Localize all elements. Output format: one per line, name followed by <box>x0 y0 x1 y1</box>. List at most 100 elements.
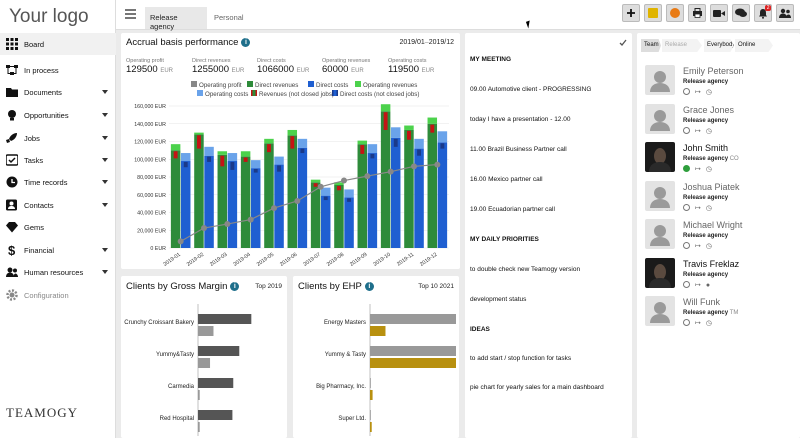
video-camera-icon <box>713 9 725 17</box>
person-status-icons: ↦ ◷ <box>683 126 712 135</box>
person-card[interactable]: Travis Freklaz Release agency ↦ ● <box>645 257 795 306</box>
bar-direct-revenues <box>217 154 228 248</box>
person-card[interactable]: Joshua Piatek Release agency ↦ ◷ <box>645 180 795 229</box>
chevron-down-icon[interactable] <box>102 113 108 117</box>
info-icon[interactable]: i <box>230 282 240 291</box>
clock-icon[interactable]: ◷ <box>705 166 712 173</box>
y-tick-label: 120,000 EUR <box>134 140 166 146</box>
tab-personal[interactable]: Personal <box>214 13 244 22</box>
sidebar-item-opportunities[interactable]: Opportunities <box>0 104 116 126</box>
share-icon[interactable]: ↦ <box>695 243 701 250</box>
filter-everybody[interactable]: Everybody <box>704 39 734 52</box>
bar-revenues-not-closed <box>173 151 178 159</box>
notifications-button[interactable]: 2 <box>754 4 772 22</box>
note-line: to double check new Teamogy version <box>470 266 581 273</box>
chevron-down-icon[interactable] <box>102 248 108 252</box>
legend-entry[interactable]: Direct revenues <box>247 81 298 89</box>
info-icon[interactable]: i <box>364 282 374 291</box>
legend-entry[interactable]: Revenues (not closed jobs) <box>251 90 334 98</box>
gross-margin-chart: Crunchy Croissant Bakery Yummy&Tasty Carme… <box>124 304 252 436</box>
person-status-icons: ↦ ● <box>683 280 710 289</box>
share-icon[interactable]: ↦ <box>695 127 701 135</box>
sidebar-item-time-records[interactable]: Time records <box>0 171 116 193</box>
category-label: Yummy&Tasty <box>156 352 194 358</box>
operating-profit-point <box>177 238 184 245</box>
filter-team[interactable]: Team <box>641 39 661 52</box>
gm-period[interactable]: Top 2019 <box>255 283 282 290</box>
share-icon[interactable]: ↦ <box>695 320 701 327</box>
person-card[interactable]: Grace Jones Release agency ↦ ◷ <box>645 103 795 152</box>
person-card[interactable]: John Smith Release agency CO ↦ ◷ <box>645 142 795 190</box>
bar-costs-not-closed <box>323 196 328 201</box>
sidebar-item-label: Opportunities <box>24 111 69 120</box>
person-name: Emily Peterson <box>683 66 744 76</box>
print-button[interactable] <box>688 4 706 22</box>
add-button[interactable] <box>622 4 640 22</box>
filter-online-status[interactable]: Online status <box>735 39 773 52</box>
kpi-operating-profit: Operating profit 129500 EUR <box>126 58 174 75</box>
kpi-operating-costs: Operating costs 119500 EUR <box>388 58 435 75</box>
clock-icon <box>6 176 18 188</box>
clock-icon[interactable]: ◷ <box>705 243 712 250</box>
person-card[interactable]: Emily Peterson Release agency ↦ ◷ <box>645 65 795 113</box>
bar-costs-not-closed <box>440 143 445 149</box>
clock-icon[interactable]: ◷ <box>705 320 712 327</box>
sidebar-item-jobs[interactable]: Jobs <box>0 127 116 149</box>
clock-icon[interactable]: ◷ <box>705 204 712 212</box>
sidebar-item-configuration[interactable]: Configuration <box>0 284 116 306</box>
chevron-down-icon[interactable] <box>102 90 108 94</box>
chevron-down-icon[interactable] <box>102 136 108 140</box>
operating-profit-point <box>247 216 254 223</box>
people-button[interactable] <box>776 4 794 22</box>
sidebar-item-tasks[interactable]: Tasks <box>0 149 116 171</box>
chevron-down-icon[interactable] <box>102 158 108 162</box>
x-tick-label: 2019-01 <box>162 252 181 268</box>
hamburger-menu-icon[interactable] <box>125 9 136 19</box>
tab-release-agency[interactable]: Release agency <box>145 7 207 31</box>
info-icon[interactable]: i <box>241 38 251 47</box>
bar-revenues-not-closed <box>290 136 295 149</box>
timer-button[interactable] <box>666 4 684 22</box>
person-card[interactable]: Will Funk Release agency TM ↦ ◷ <box>645 296 795 344</box>
video-call-button[interactable] <box>710 4 728 22</box>
legend-entry[interactable]: Operating profit <box>191 81 242 89</box>
share-icon[interactable]: ↦ <box>695 166 701 173</box>
clock-icon[interactable]: ● <box>705 281 711 289</box>
operating-profit-line <box>180 163 438 242</box>
chevron-down-icon[interactable] <box>102 180 108 184</box>
legend-entry[interactable]: Operating revenues <box>355 81 417 89</box>
flow-icon <box>6 65 18 75</box>
sidebar-item-gems[interactable]: Gems <box>0 216 116 238</box>
clock-icon[interactable]: ◷ <box>705 127 712 135</box>
filter-release-agency[interactable]: Release agency <box>662 39 702 52</box>
sidebar-item-label: Configuration <box>24 291 69 300</box>
share-icon[interactable]: ↦ <box>695 89 701 96</box>
share-icon[interactable]: ↦ <box>695 281 701 289</box>
clock-icon[interactable]: ◷ <box>705 89 712 96</box>
sidebar-item-contacts[interactable]: Contacts <box>0 194 116 216</box>
sidebar-item-documents[interactable]: Documents <box>0 81 116 103</box>
sidebar-item-human-resources[interactable]: Human resources <box>0 261 116 283</box>
person-agency: Release agency <box>683 194 729 201</box>
legend-entry[interactable]: Operating costs <box>197 90 248 98</box>
date-range[interactable]: 2019/01–2019/12 <box>399 39 454 46</box>
bar <box>198 358 211 368</box>
share-icon[interactable]: ↦ <box>695 204 701 212</box>
chat-button[interactable] <box>732 4 750 22</box>
chevron-down-icon[interactable] <box>102 270 108 274</box>
legend-entry[interactable]: Direct costs <box>308 81 348 89</box>
sidebar-item-financial[interactable]: $ Financial <box>0 239 116 261</box>
sidebar-item-board[interactable]: Board <box>0 33 116 55</box>
operating-profit-point <box>434 161 441 168</box>
legend-entry[interactable]: Direct costs (not closed jobs) <box>332 90 419 98</box>
bar-operating-revenues <box>404 125 414 130</box>
ehp-period[interactable]: Top 10 2021 <box>418 283 454 290</box>
sidebar-item-in-process[interactable]: In process <box>0 59 116 81</box>
notes-button[interactable] <box>644 4 662 22</box>
person-status-icons: ↦ ◷ <box>683 241 712 250</box>
check-icon[interactable] <box>619 39 627 46</box>
person-card[interactable]: Michael Wright Release agency ↦ ◷ <box>645 219 795 267</box>
bar-direct-revenues <box>170 150 181 248</box>
bar-costs-not-closed <box>370 153 375 159</box>
chevron-down-icon[interactable] <box>102 203 108 207</box>
